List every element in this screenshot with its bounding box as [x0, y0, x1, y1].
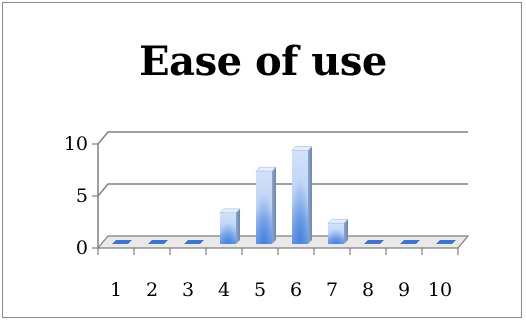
bar-top [219, 208, 241, 214]
bar-zero [364, 240, 384, 244]
bar-side [272, 167, 276, 244]
bar-side [344, 219, 348, 244]
chart-frame [2, 2, 522, 318]
bar-glow [220, 212, 236, 244]
bar-top [255, 166, 277, 172]
bar [112, 240, 132, 244]
x-tick-label: 10 [428, 279, 452, 301]
y-tick-label: 10 [64, 133, 88, 155]
bar [364, 240, 384, 244]
x-tick-label: 2 [146, 279, 158, 301]
gridline [97, 183, 468, 197]
x-tick-label: 7 [326, 279, 338, 301]
bar-glow [292, 150, 308, 244]
bar-glow [256, 171, 272, 244]
gridline [97, 131, 468, 145]
bar-zero [184, 240, 204, 244]
x-tick-label: 5 [254, 279, 266, 301]
x-tick-label: 8 [362, 279, 374, 301]
bar [255, 166, 277, 244]
bar [148, 240, 168, 244]
bar-glow [328, 223, 344, 244]
bar [184, 240, 204, 244]
bar-zero [400, 240, 420, 244]
x-tick-label: 6 [290, 279, 302, 301]
bar [400, 240, 420, 244]
bar-zero [148, 240, 168, 244]
bar-top [291, 146, 313, 151]
bar-side [308, 146, 312, 244]
bar-top [327, 218, 349, 224]
bar [219, 208, 241, 244]
x-tick-label: 1 [110, 279, 122, 301]
y-tick-label: 5 [76, 185, 88, 207]
bar-side [236, 208, 240, 244]
bar-zero [436, 240, 456, 244]
bar [291, 146, 313, 244]
x-tick-label: 9 [398, 279, 410, 301]
x-tick-label: 3 [182, 279, 194, 301]
bar-zero [112, 240, 132, 244]
bar [436, 240, 456, 244]
chart-title: Ease of use [139, 38, 387, 85]
y-tick-label: 0 [76, 237, 88, 259]
bar [327, 218, 349, 244]
chart-floor [96, 235, 470, 249]
x-tick-label: 4 [218, 279, 230, 301]
